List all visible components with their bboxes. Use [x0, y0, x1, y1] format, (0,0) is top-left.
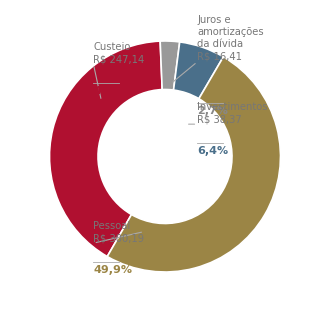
Wedge shape — [50, 41, 162, 257]
Wedge shape — [160, 41, 180, 90]
Text: 6,4%: 6,4% — [197, 146, 228, 156]
Text: Custeio
R$ 247,14: Custeio R$ 247,14 — [93, 42, 145, 64]
Text: Juros e
amortizações
da dívida
R$ 16,41: Juros e amortizações da dívida R$ 16,41 — [197, 15, 264, 62]
Text: Pessoal
R$ 300,19: Pessoal R$ 300,19 — [93, 221, 145, 243]
Text: 41,0%: 41,0% — [93, 86, 132, 96]
Text: 49,9%: 49,9% — [93, 265, 132, 275]
Wedge shape — [107, 57, 280, 272]
Text: 2,7%: 2,7% — [197, 106, 228, 116]
Wedge shape — [174, 42, 223, 99]
Text: Investimentos
R$ 38,37: Investimentos R$ 38,37 — [197, 102, 268, 124]
